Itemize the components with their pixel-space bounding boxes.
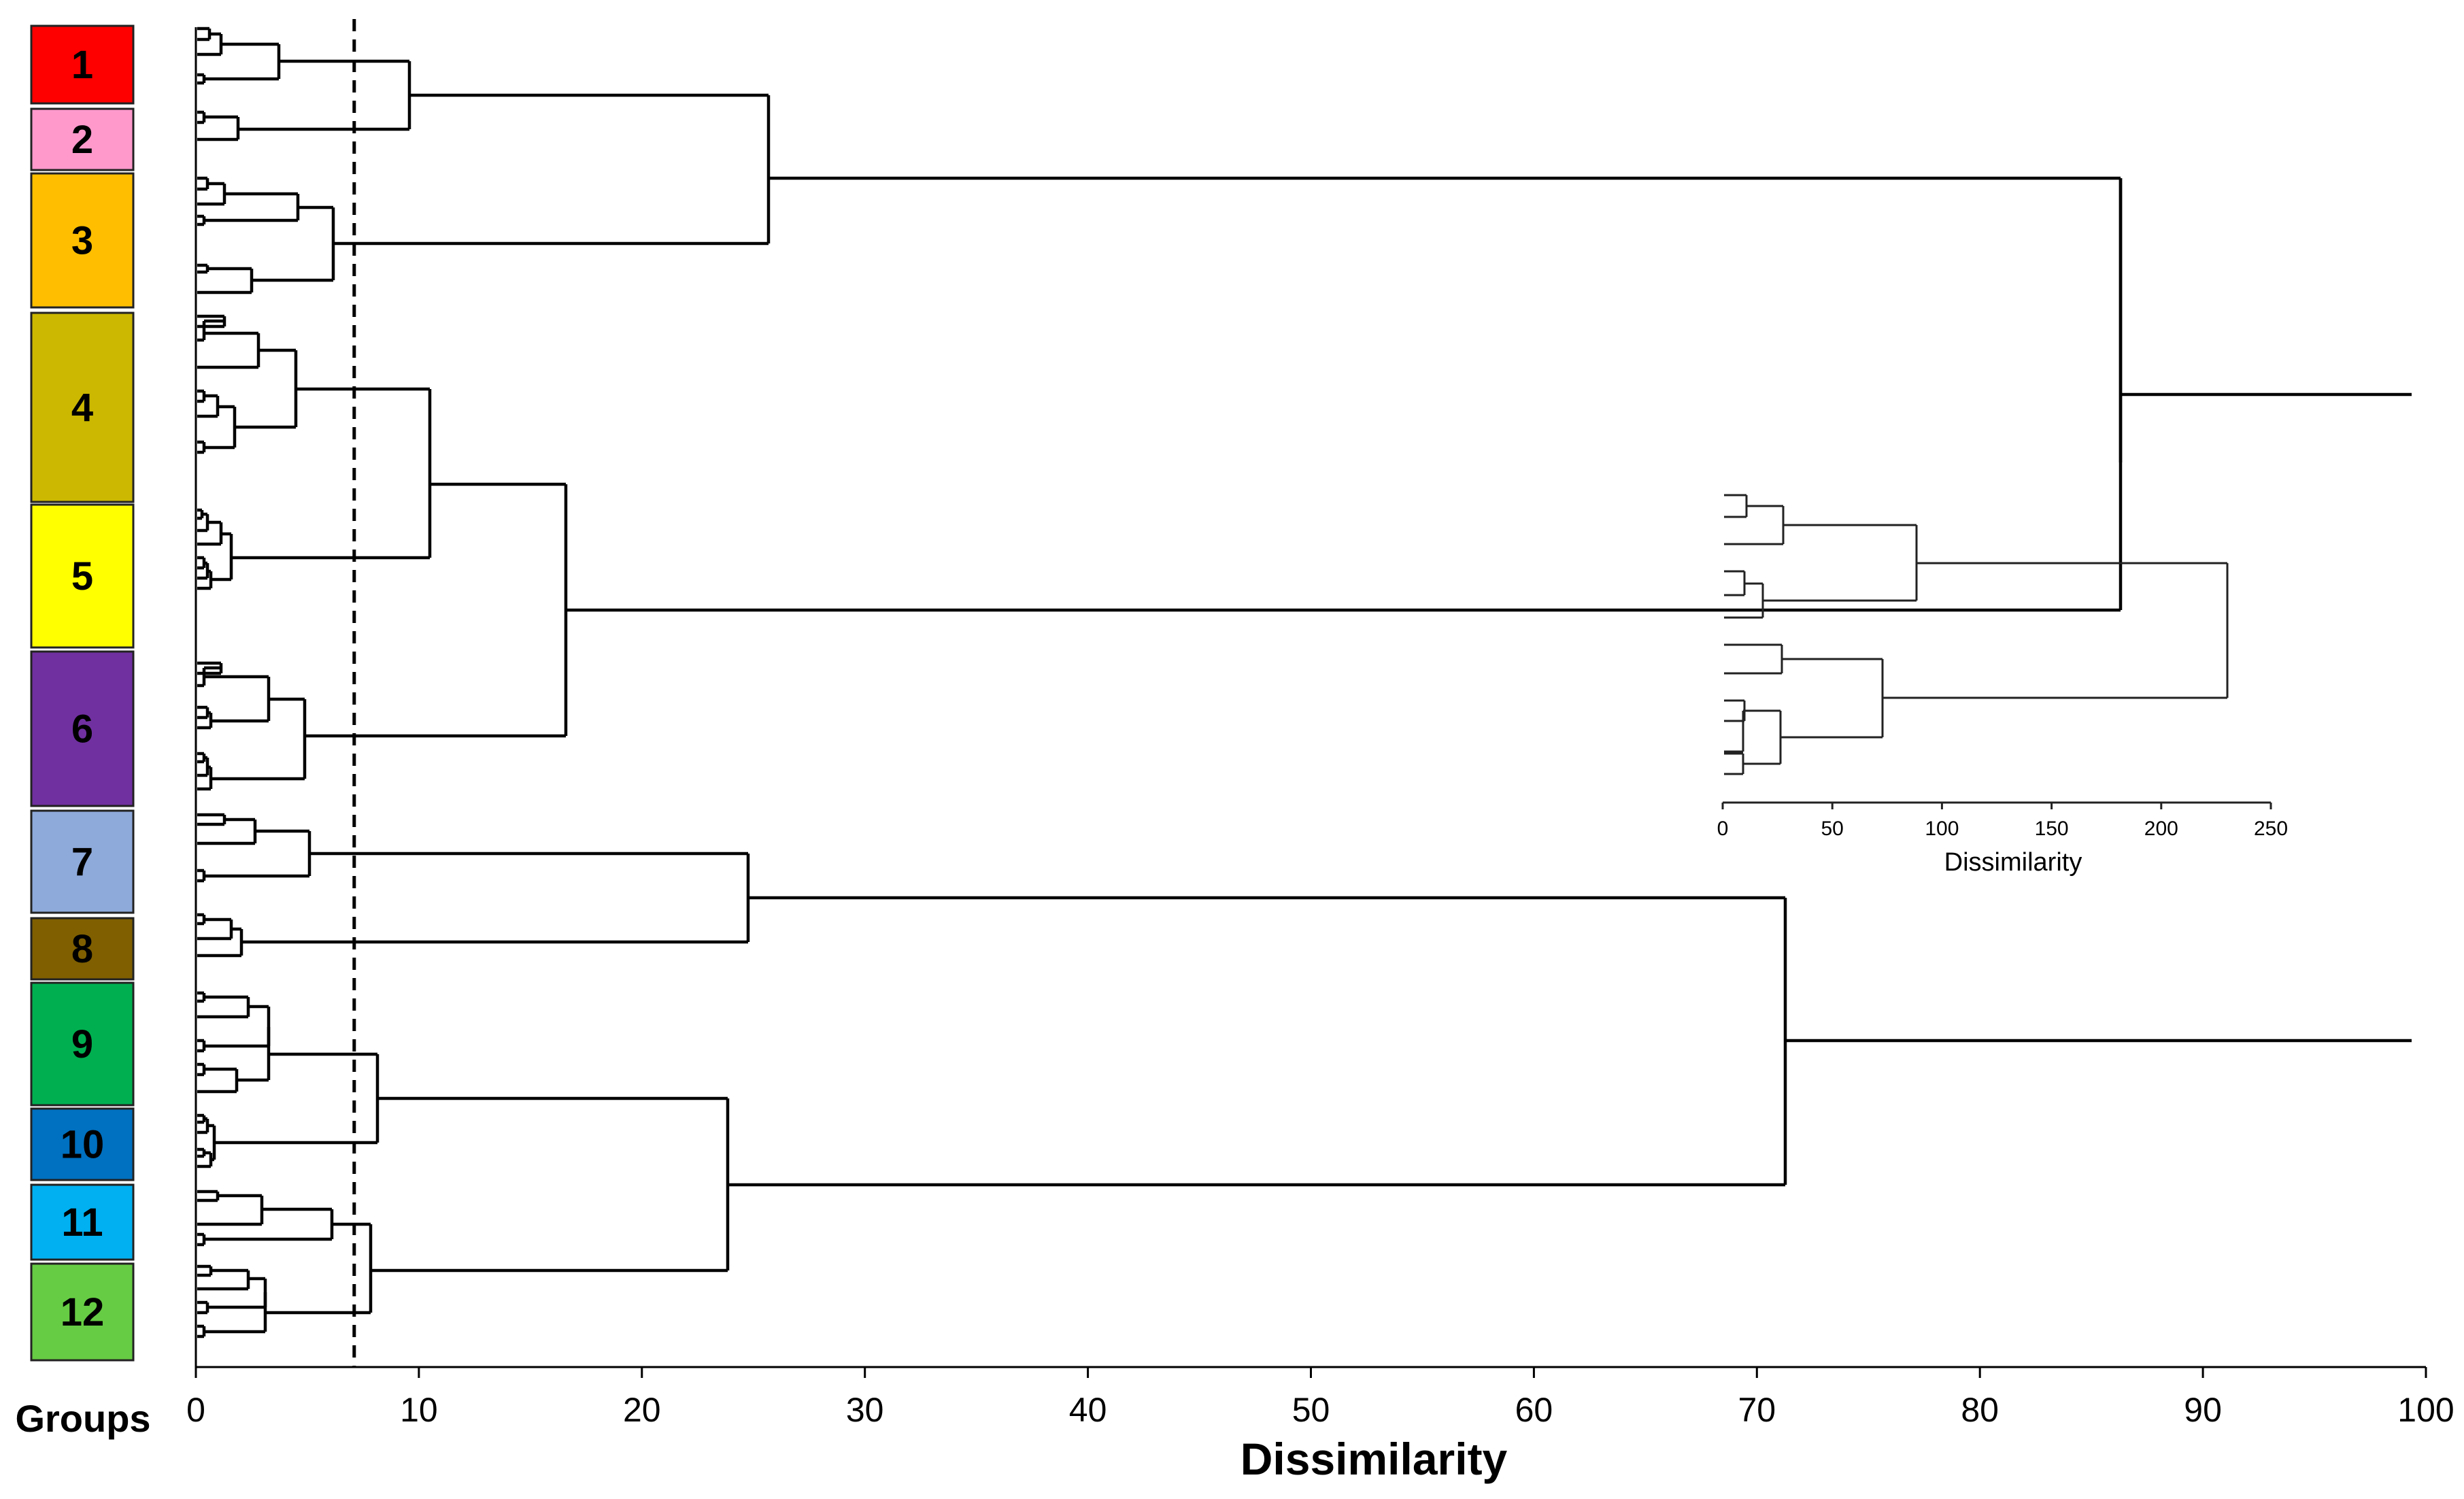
x-tick-label: 20: [623, 1391, 661, 1429]
group-label-10: 10: [61, 1123, 105, 1167]
group-label-9: 9: [71, 1022, 93, 1066]
group-label-6: 6: [71, 707, 93, 752]
inset-tick-label: 0: [1717, 818, 1729, 840]
inset-tree: [1724, 494, 2229, 775]
group-label-2: 2: [71, 118, 93, 162]
group-label-12: 12: [61, 1290, 105, 1334]
x-tick-label: 10: [400, 1391, 438, 1429]
inset-tick-label: 200: [2144, 818, 2178, 840]
inset-dendrogram: 0 50 100 150 200 250 Dissimilarity: [1717, 494, 2288, 877]
group-box-4: [30, 311, 135, 503]
group-box-12: [30, 1262, 135, 1362]
group-label-8: 8: [71, 927, 93, 971]
inset-axis-title: Dissimilarity: [1944, 848, 2082, 877]
group-box-10: [30, 1107, 135, 1181]
group-box-9: [30, 981, 135, 1107]
main-x-axis: 0 10 20 30 40 50 60 70 80 90 100 Dissimilarity: [186, 27, 2454, 1484]
x-tick-label: 30: [846, 1391, 884, 1429]
x-tick-label: 80: [1961, 1391, 1999, 1429]
x-tick-label: 50: [1292, 1391, 1330, 1429]
inset-axis-ticks: 0 50 100 150 200 250: [1717, 803, 2288, 840]
inset-tick-label: 250: [2254, 818, 2288, 840]
inset-tick-label: 150: [2035, 818, 2069, 840]
groups-title: Groups: [15, 1397, 150, 1440]
group-box-2: [30, 107, 135, 171]
x-tick-label: 60: [1515, 1391, 1553, 1429]
group-box-11: [30, 1183, 135, 1261]
group-box-8: [30, 917, 135, 981]
inset-tick-label: 50: [1821, 818, 1844, 840]
group-box-6: [30, 650, 135, 807]
group-label-5: 5: [71, 554, 93, 599]
x-tick-label: 100: [2397, 1391, 2454, 1429]
x-tick-label: 90: [2184, 1391, 2222, 1429]
group-label-7: 7: [71, 840, 93, 884]
group-box-7: [30, 809, 135, 914]
group-box-1: [30, 24, 135, 105]
x-axis-ticks: 0 10 20 30 40 50 60 70 80 90 100: [186, 1367, 2454, 1429]
inset-tick-label: 100: [1925, 818, 1959, 840]
group-label-11: 11: [61, 1200, 103, 1245]
x-tick-label: 70: [1738, 1391, 1776, 1429]
x-tick-label: 0: [186, 1391, 205, 1429]
x-tick-label: 40: [1069, 1391, 1107, 1429]
inset-x-axis: 0 50 100 150 200 250: [1717, 801, 2288, 840]
group-label-4: 4: [71, 386, 93, 430]
group-box-3: [30, 172, 135, 309]
main-dendrogram: [197, 27, 2412, 1338]
group-box-5: [30, 503, 135, 649]
group-label-1: 1: [71, 43, 93, 87]
x-axis-title: Dissimilarity: [1241, 1434, 1508, 1484]
group-label-3: 3: [71, 219, 93, 263]
